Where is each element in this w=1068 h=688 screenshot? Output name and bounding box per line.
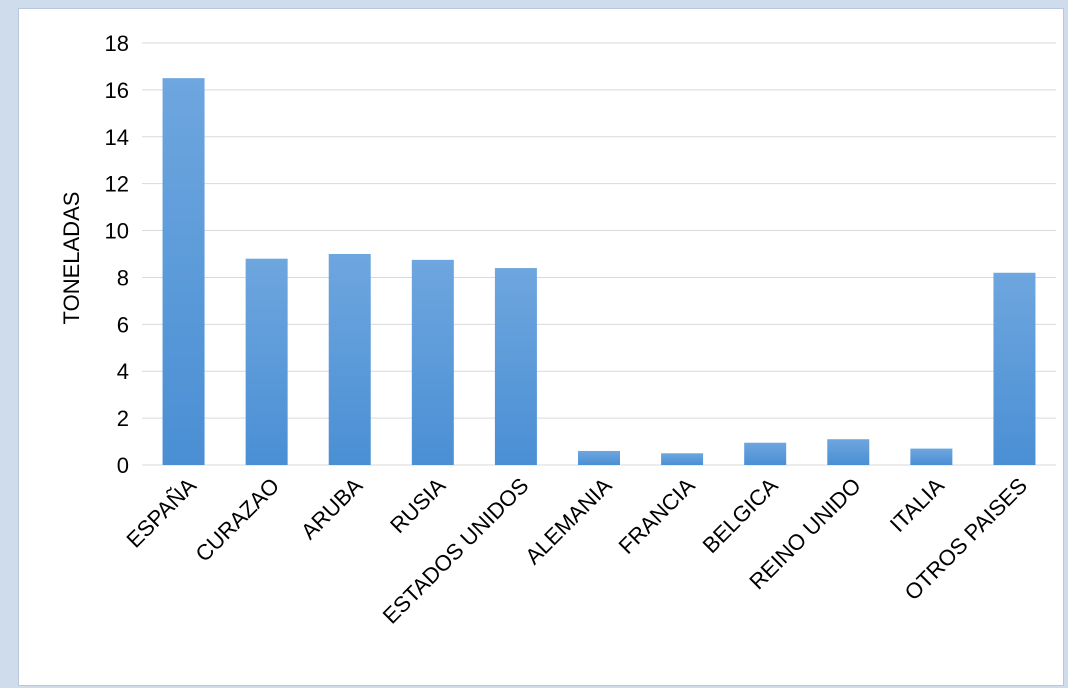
y-tick-label: 14: [105, 125, 129, 150]
x-tick-label: ARUBA: [296, 473, 368, 545]
bar: [827, 439, 870, 465]
y-tick-label: 18: [105, 31, 129, 56]
bar: [328, 254, 371, 465]
bar: [245, 258, 288, 465]
y-tick-label: 16: [105, 78, 129, 103]
bars: [162, 78, 1036, 466]
y-tick-labels: 0 2 4 6 8 10 12 14 16 18: [105, 31, 129, 478]
bar: [910, 448, 953, 465]
y-axis-label: TONELADAS: [59, 192, 84, 325]
x-tick-label: CURAZAO: [190, 473, 284, 567]
bar: [993, 272, 1036, 465]
x-tick-label: RUSIA: [385, 473, 450, 538]
y-tick-label: 12: [105, 172, 129, 197]
y-tick-label: 6: [117, 312, 129, 337]
x-tick-label: FRANCIA: [614, 473, 700, 559]
bar: [661, 453, 704, 465]
y-tick-label: 10: [105, 219, 129, 244]
y-tick-label: 0: [117, 453, 129, 478]
bar: [494, 268, 537, 465]
y-tick-label: 8: [117, 265, 129, 290]
gridlines: [142, 42, 1056, 466]
y-tick-label: 2: [117, 406, 129, 431]
x-tick-label: ESPAÑA: [121, 473, 201, 553]
bar: [744, 442, 787, 465]
bar: [578, 450, 620, 465]
x-tick-label: ITALIA: [885, 473, 949, 537]
y-tick-label: 4: [117, 359, 129, 384]
x-tick-label: ALEMANIA: [520, 473, 617, 570]
bar: [411, 259, 454, 465]
x-tick-label: ESTADOS UNIDOS: [378, 473, 534, 629]
bar: [162, 78, 205, 466]
x-tick-label: BELGICA: [698, 473, 783, 558]
